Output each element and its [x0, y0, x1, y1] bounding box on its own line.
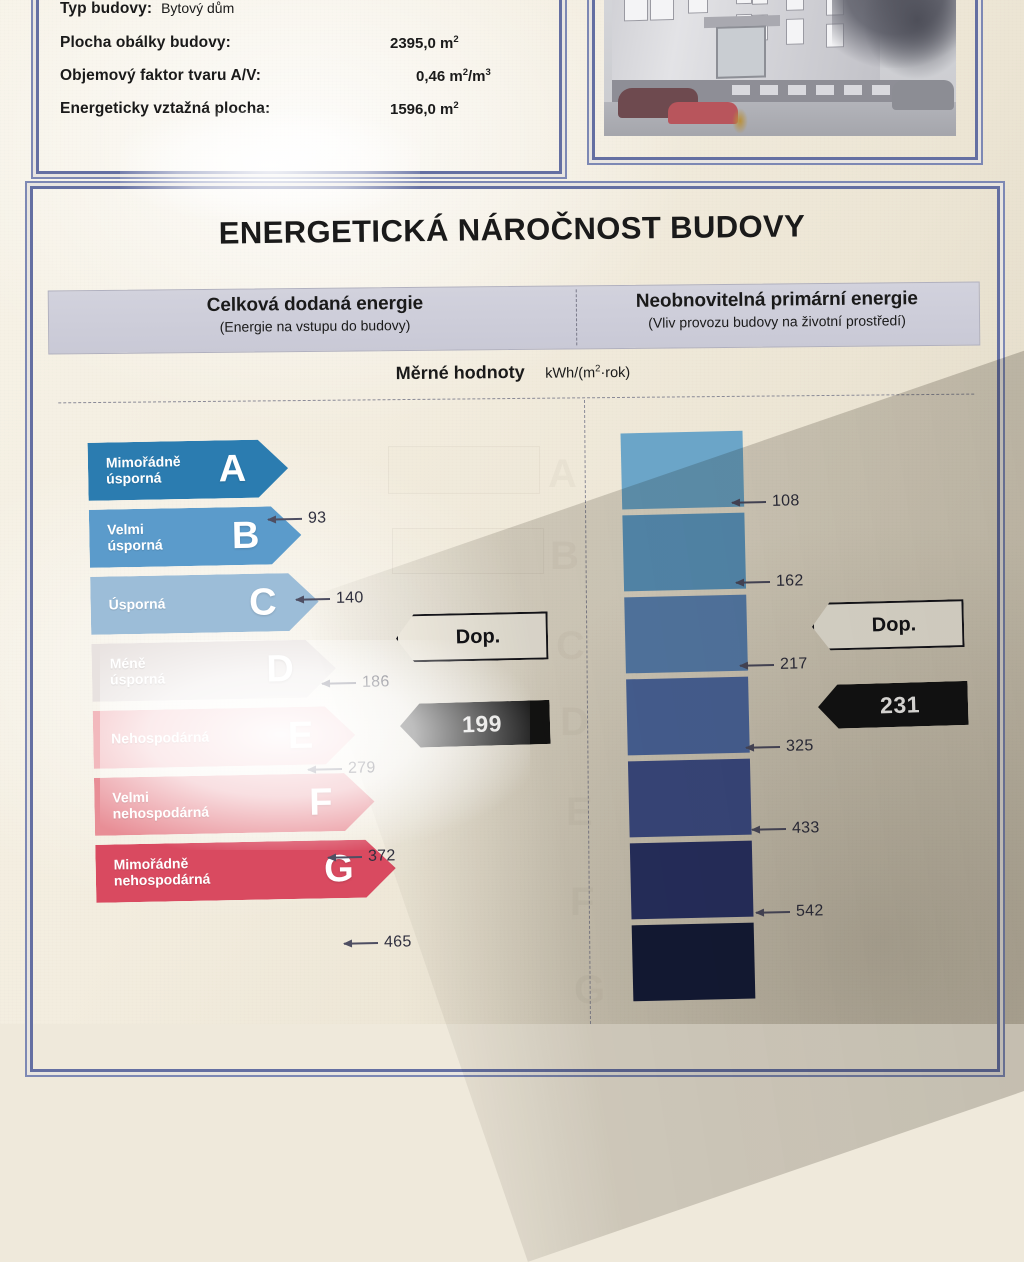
sup-3: 3	[485, 67, 491, 78]
photo-frame	[592, 0, 978, 160]
photo-stain	[732, 108, 748, 134]
label-shape-factor: Objemový faktor tvaru A/V:	[60, 67, 261, 84]
label-building-type: Typ budovy:	[60, 0, 153, 17]
label-reference-area: Energeticky vztažná plocha:	[60, 100, 271, 117]
energy-class-letter-g: G	[323, 847, 355, 891]
photo-window	[736, 0, 752, 5]
energy-class-label-d: Méně úsporná	[109, 655, 166, 688]
building-photograph	[604, 0, 956, 136]
value-envelope-area: 2395,0 m2	[390, 34, 459, 52]
info-row-reference-area: Energeticky vztažná plocha: 1596,0 m2	[60, 100, 530, 133]
label-envelope-area: Plocha obálky budovy:	[60, 34, 231, 51]
photo-basement-window	[760, 85, 778, 95]
recommended-marker-left-label: Dop.	[455, 624, 501, 648]
value-building-type: Bytový dům	[161, 0, 235, 16]
photo-window	[650, 0, 674, 21]
primary-energy-bar-e	[627, 758, 752, 838]
column-header-right: Neobnovitelná primární energie (Vliv pro…	[579, 288, 975, 332]
photo-basement-window	[732, 85, 750, 95]
recommended-marker-right: Dop.	[811, 599, 964, 651]
photo-tree	[862, 0, 956, 80]
column-header-divider	[575, 289, 578, 346]
recommended-marker-left: Dop.	[396, 611, 549, 662]
photo-basement-window	[788, 85, 806, 95]
sup-2: 2	[453, 100, 459, 111]
actual-value-left: 199	[461, 709, 503, 737]
actual-value-marker-left: 199	[399, 700, 550, 748]
units-label: Měrné hodnoty	[395, 361, 525, 384]
primary-energy-bar-a	[620, 430, 745, 510]
photo-basement-window	[872, 85, 890, 95]
primary-energy-bar-g	[631, 922, 756, 1002]
photo-basement-window	[816, 85, 834, 95]
energy-scale-left: Mimořádně úsporná A Velmi úsporná B Úsporná C…	[88, 437, 397, 912]
units-value: kWh/(m2·rok)	[545, 363, 631, 382]
energy-class-band-c: Úsporná C	[90, 573, 319, 635]
value-reference-area: 1596,0 m2	[390, 100, 459, 118]
energy-class-label-e: Nehospodárná	[111, 728, 210, 747]
primary-energy-bar-b	[622, 512, 747, 592]
actual-value-marker-right: 231	[817, 681, 968, 729]
energy-class-letter-c: C	[248, 581, 278, 624]
energy-class-band-d: Méně úsporná D	[91, 639, 336, 702]
recommended-marker-right-label: Dop.	[871, 612, 917, 636]
certificate-sheet: Typ budovy: Bytový dům Plocha obálky bud…	[0, 0, 1024, 1024]
column-header-left: Celková dodaná energie (Energie na vstup…	[55, 291, 575, 336]
primary-energy-bar-f	[629, 840, 754, 920]
energy-class-label-f: Velmi nehospodárná	[112, 789, 210, 822]
photo-window	[786, 0, 804, 11]
column-subtitle-total-energy: (Energie na vstupu do budovy)	[219, 316, 411, 335]
actual-value-right: 231	[879, 690, 921, 718]
energy-class-label-g: Mimořádně nehospodárná	[113, 855, 211, 889]
photo-car	[668, 102, 738, 124]
value-shape-factor: 0,46 m2/m3	[416, 67, 491, 85]
energy-class-band-a: Mimořádně úsporná A	[88, 439, 289, 501]
info-row-building-type: Typ budovy: Bytový dům	[60, 0, 530, 34]
units-row: Měrné hodnoty kWh/(m2·rok)	[48, 348, 978, 404]
energy-class-letter-d: D	[266, 648, 295, 691]
energy-class-band-f: Velmi nehospodárná F	[94, 772, 375, 835]
photo-entrance-door	[716, 25, 766, 79]
energy-class-letter-a: A	[218, 447, 247, 491]
energy-class-letter-b: B	[231, 514, 260, 558]
column-title-primary-energy: Neobnovitelná primární energie	[635, 288, 918, 312]
photo-window	[688, 0, 708, 14]
sup-2: 2	[462, 67, 468, 78]
info-row-envelope-area: Plocha obálky budovy: 2395,0 m2	[60, 34, 530, 67]
energy-class-label-c: Úsporná	[108, 595, 166, 613]
column-title-total-energy: Celková dodaná energie	[206, 292, 424, 316]
energy-class-letter-f: F	[308, 781, 333, 824]
photo-car	[892, 80, 954, 110]
energy-class-band-e: Nehospodárná E	[93, 706, 356, 769]
energy-class-band-g: Mimořádně nehospodárná G	[95, 839, 396, 903]
sup-2: 2	[453, 34, 459, 45]
energy-class-band-b: Velmi úsporná B	[89, 506, 302, 568]
info-row-shape-factor: Objemový faktor tvaru A/V: 0,46 m2/m3	[60, 67, 530, 100]
energy-class-label-a: Mimořádně úsporná	[105, 453, 181, 487]
primary-energy-bar-d	[626, 676, 750, 756]
column-header-band: Celková dodaná energie (Energie na vstup…	[47, 281, 981, 355]
units-row-inner: Měrné hodnoty kWh/(m2·rok)	[48, 358, 978, 388]
photo-basement-window	[844, 85, 862, 95]
energy-class-label-b: Velmi úsporná	[107, 521, 163, 554]
energy-scale-right	[620, 430, 756, 1008]
primary-energy-bar-c	[624, 594, 748, 674]
photo-window	[786, 18, 804, 45]
building-info-block: Typ budovy: Bytový dům Plocha obálky bud…	[60, 0, 530, 133]
column-subtitle-primary-energy: (Vliv provozu budovy na životní prostřed…	[648, 312, 906, 331]
photo-window	[624, 0, 648, 22]
energy-class-letter-e: E	[287, 714, 314, 758]
photo-window	[752, 0, 768, 5]
